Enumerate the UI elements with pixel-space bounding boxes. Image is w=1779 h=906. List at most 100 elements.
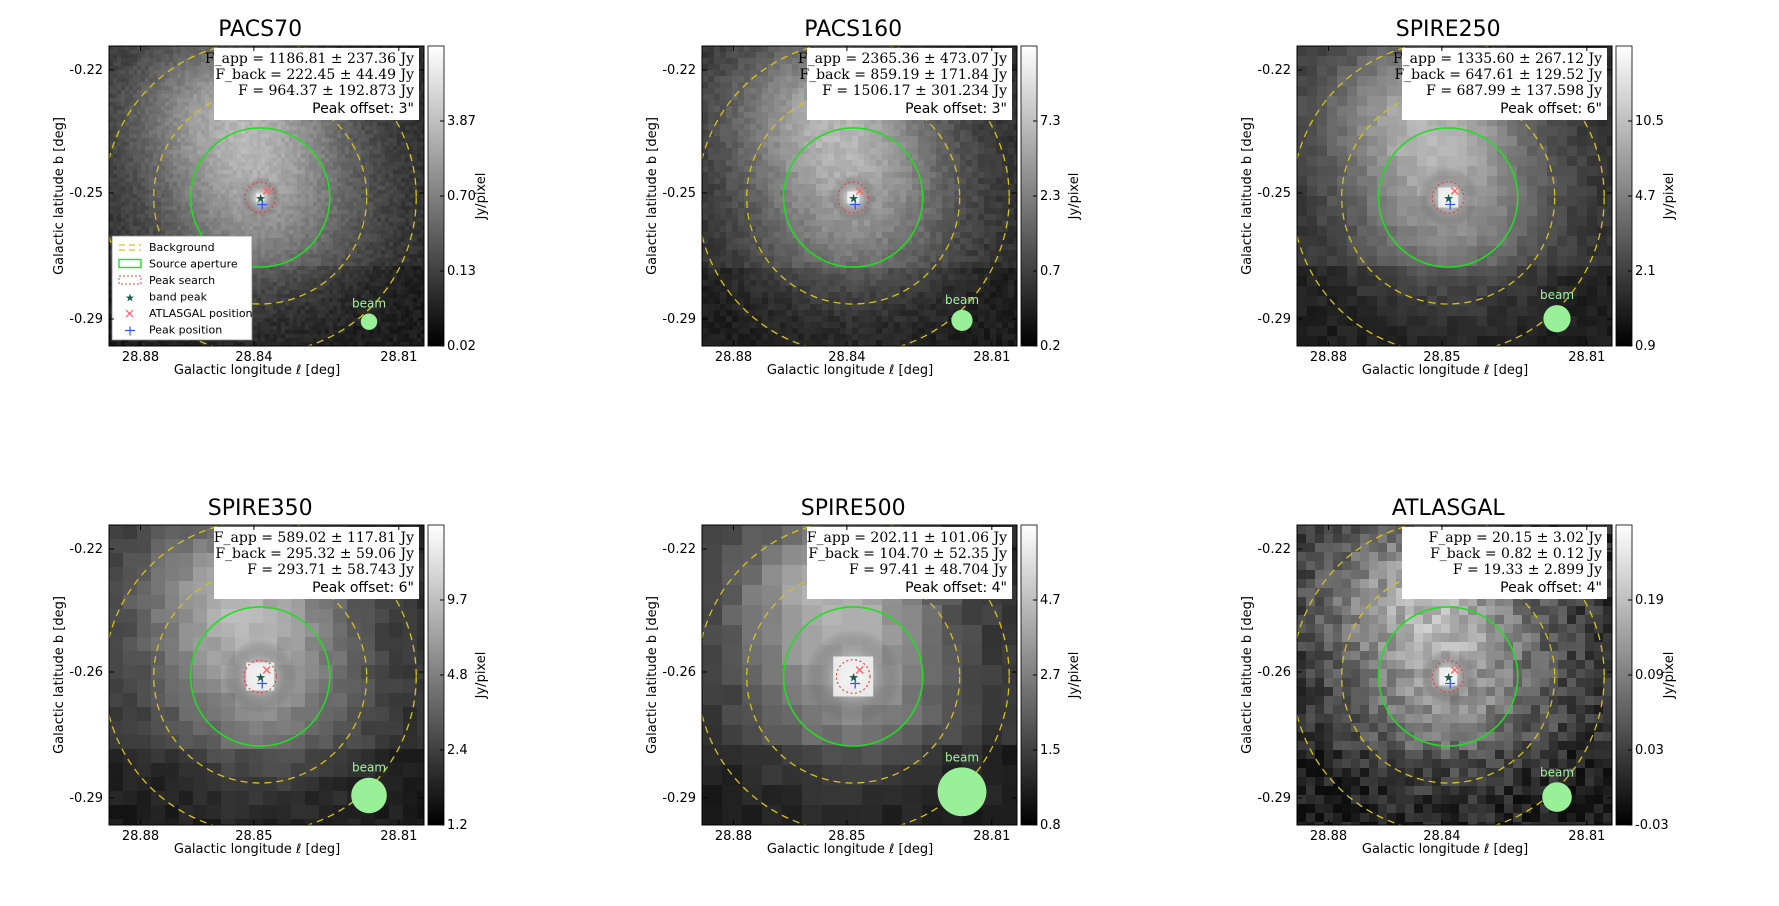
colorbar-label: Jy/pixel xyxy=(1067,173,1082,221)
atlasgal-position-marker xyxy=(855,187,864,195)
x-tick-label: 28.84 xyxy=(235,350,272,365)
colorbar-tick-label: 0.7 xyxy=(1040,264,1061,279)
y-tick-label: -0.25 xyxy=(69,186,103,201)
x-tick-label: 28.81 xyxy=(380,350,417,365)
source-aperture-circle xyxy=(782,127,924,268)
x-tick-label: 28.81 xyxy=(973,829,1010,844)
peak-offset-text: Peak offset: 3" xyxy=(905,101,1007,117)
colorbar-tick-label: 2.4 xyxy=(447,743,468,758)
colorbar-label: Jy/pixel xyxy=(474,173,489,221)
flux-line: F = 97.41 ± 48.704 Jy xyxy=(849,562,1007,578)
panel-title: PACS160 xyxy=(804,17,902,42)
panel-spire500: ★ beam F_app = 202.11 ± 101.06 JyF_back = … xyxy=(645,496,1082,857)
colorbar: 4.7 2.7 1.5 0.8 Jy/pixel xyxy=(1020,524,1082,833)
band-peak-marker: ★ xyxy=(255,192,266,206)
y-tick-label: -0.29 xyxy=(662,791,696,806)
x-axis-label: Galactic longitude ℓ [deg] xyxy=(174,842,340,857)
colorbar: 7.3 2.3 0.7 0.2 Jy/pixel xyxy=(1020,45,1082,354)
y-tick-label: -0.29 xyxy=(69,312,103,327)
panel-title: SPIRE500 xyxy=(801,496,906,521)
background-inner-circle xyxy=(1341,90,1556,305)
x-tick-label: 28.84 xyxy=(1423,829,1460,844)
band-peak-marker: ★ xyxy=(848,671,859,685)
colorbar-tick-label: 2.1 xyxy=(1635,264,1656,279)
y-axis-label: Galactic latitude b [deg] xyxy=(645,596,660,754)
colorbar: 3.87 0.70 0.13 0.02 Jy/pixel xyxy=(427,45,489,354)
peak-offset-text: Peak offset: 4" xyxy=(905,580,1007,596)
flux-info-box: F_app = 20.15 ± 3.02 JyF_back = 0.82 ± 0… xyxy=(1402,527,1607,599)
beam-circle xyxy=(351,777,387,814)
flux-line: F_app = 1335.60 ± 267.12 Jy xyxy=(1393,51,1602,67)
y-tick-label: -0.26 xyxy=(69,665,103,680)
background-inner-circle xyxy=(153,569,368,784)
peak-position-marker xyxy=(257,678,268,689)
peak-offset-text: Peak offset: 6" xyxy=(312,580,414,596)
legend-item-label: ATLASGAL position xyxy=(149,307,253,320)
colorbar-tick-label: 2.3 xyxy=(1040,189,1061,204)
x-axis-label: Galactic longitude ℓ [deg] xyxy=(1362,363,1528,378)
flux-info-box: F_app = 589.02 ± 117.81 JyF_back = 295.3… xyxy=(214,527,419,599)
y-tick-label: -0.25 xyxy=(1257,186,1291,201)
y-tick-label: -0.22 xyxy=(662,63,696,78)
beam-circle xyxy=(937,767,987,817)
background-outer-circle xyxy=(109,46,417,346)
colorbar-tick-label: 0.2 xyxy=(1040,339,1061,354)
background-inner-circle xyxy=(746,90,961,305)
legend-item-label: Peak search xyxy=(149,274,215,287)
background-outer-circle xyxy=(702,525,1010,825)
beam-label: beam xyxy=(1540,765,1574,779)
flux-line: F_app = 589.02 ± 117.81 Jy xyxy=(214,530,414,546)
x-tick-label: 28.81 xyxy=(380,829,417,844)
flux-line: F = 1506.17 ± 301.234 Jy xyxy=(822,83,1007,99)
x-tick-label: 28.88 xyxy=(715,829,752,844)
x-tick-label: 28.88 xyxy=(122,829,159,844)
peak-search-circle xyxy=(1431,181,1465,214)
x-tick-label: 28.85 xyxy=(1423,350,1460,365)
flux-line: F = 964.37 ± 192.873 Jy xyxy=(238,83,414,99)
flux-line: F_back = 295.32 ± 59.06 Jy xyxy=(215,546,414,562)
flux-line: F_app = 1186.81 ± 237.36 Jy xyxy=(205,51,414,67)
y-axis-label: Galactic latitude b [deg] xyxy=(645,117,660,275)
background-outer-circle xyxy=(1297,46,1605,346)
y-axis-label: Galactic latitude b [deg] xyxy=(52,596,67,754)
position-markers: ★ xyxy=(1443,187,1459,210)
background-inner-circle xyxy=(1341,569,1556,784)
atlasgal-position-marker xyxy=(262,187,271,195)
peak-position-marker xyxy=(850,678,861,689)
colorbar-tick-label: 9.7 xyxy=(447,593,468,608)
beam-circle xyxy=(360,313,378,330)
colorbar-label: Jy/pixel xyxy=(474,652,489,700)
panel-title: PACS70 xyxy=(218,17,302,42)
panel-title: SPIRE250 xyxy=(1396,17,1501,42)
y-tick-label: -0.29 xyxy=(1257,312,1291,327)
y-tick-label: -0.22 xyxy=(69,63,103,78)
source-aperture-circle xyxy=(1377,127,1519,268)
colorbar-tick-label: 1.2 xyxy=(447,818,468,833)
position-markers: ★ xyxy=(255,187,271,210)
panel-title: ATLASGAL xyxy=(1392,496,1506,521)
position-markers: ★ xyxy=(1443,666,1459,689)
x-tick-label: 28.84 xyxy=(828,350,865,365)
colorbar-tick-label: 0.03 xyxy=(1635,743,1664,758)
peak-search-circle xyxy=(244,181,276,214)
colorbar-tick-label: 0.02 xyxy=(447,339,476,354)
peak-search-circle xyxy=(837,181,870,214)
x-axis-label: Galactic longitude ℓ [deg] xyxy=(767,842,933,857)
legend-item-label: Peak position xyxy=(149,324,222,337)
x-tick-label: 28.85 xyxy=(235,829,272,844)
flux-line: F = 687.99 ± 137.598 Jy xyxy=(1426,83,1602,99)
peak-offset-text: Peak offset: 6" xyxy=(1500,101,1602,117)
colorbar-tick-label: 4.8 xyxy=(447,668,468,683)
x-axis-label: Galactic longitude ℓ [deg] xyxy=(767,363,933,378)
x-tick-label: 28.85 xyxy=(828,829,865,844)
legend-item-label: Background xyxy=(149,241,215,254)
source-aperture-circle xyxy=(189,127,331,268)
colorbar-tick-label: 0.9 xyxy=(1635,339,1656,354)
x-tick-label: 28.81 xyxy=(1568,350,1605,365)
flux-line: F_app = 202.11 ± 101.06 Jy xyxy=(807,530,1007,546)
panel-atlasgal: ★ beam F_app = 20.15 ± 3.02 JyF_back = 0.8… xyxy=(1240,496,1677,857)
colorbar-tick-label: 4.7 xyxy=(1040,593,1061,608)
colorbar-tick-label: -0.03 xyxy=(1635,818,1669,833)
band-peak-marker: ★ xyxy=(1443,192,1454,206)
panel-pacs160: ★ beam F_app = 2365.36 ± 473.07 JyF_back =… xyxy=(645,17,1082,378)
